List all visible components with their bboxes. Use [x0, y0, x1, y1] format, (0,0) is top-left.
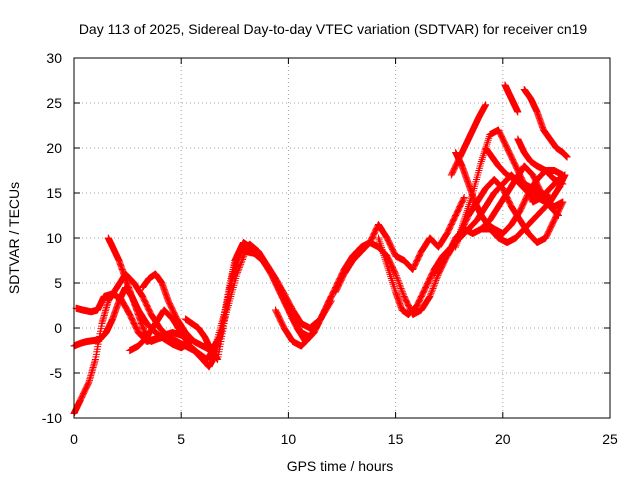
tick-labels: 0 5 10 15 20 25 -10 -5 0 5 10 15 20 25 30: [42, 50, 618, 447]
x-tick-label: 0: [70, 431, 78, 447]
series-track-s: [520, 86, 571, 161]
series-track-g: [272, 239, 460, 350]
data-point-markers: [520, 86, 571, 161]
data-point-markers: [514, 135, 567, 188]
series-track-p: [482, 144, 554, 201]
y-tick-label: 0: [54, 320, 62, 336]
series-track-d: [104, 234, 196, 352]
series-track-t: [182, 239, 254, 363]
data-point-markers: [272, 239, 460, 350]
x-tick-label: 25: [602, 431, 618, 447]
data-point-markers: [104, 234, 196, 352]
y-tick-label: 30: [46, 50, 62, 66]
x-tick-label: 20: [495, 431, 511, 447]
data-point-markers: [501, 81, 522, 116]
y-tick-label: 15: [46, 185, 62, 201]
data-point-markers: [182, 239, 254, 363]
y-tick-label: 5: [54, 275, 62, 291]
axis-ticks: [73, 57, 611, 419]
series-track-r: [514, 135, 567, 188]
y-tick-label: -10: [42, 410, 62, 426]
x-tick-label: 10: [281, 431, 297, 447]
y-axis-label: SDTVAR / TECUs: [6, 182, 22, 294]
series-track-h: [332, 194, 468, 296]
data-point-markers: [482, 144, 554, 201]
y-tick-label: 20: [46, 140, 62, 156]
data-point-markers: [332, 194, 468, 296]
series-track-q: [501, 81, 522, 116]
x-tick-label: 5: [177, 431, 185, 447]
x-tick-label: 15: [388, 431, 404, 447]
y-tick-label: 25: [46, 95, 62, 111]
chart-title: Day 113 of 2025, Sidereal Day-to-day VTE…: [79, 21, 588, 37]
x-axis-label: GPS time / hours: [287, 458, 394, 474]
y-tick-label: 10: [46, 230, 62, 246]
y-tick-label: -5: [50, 365, 63, 381]
